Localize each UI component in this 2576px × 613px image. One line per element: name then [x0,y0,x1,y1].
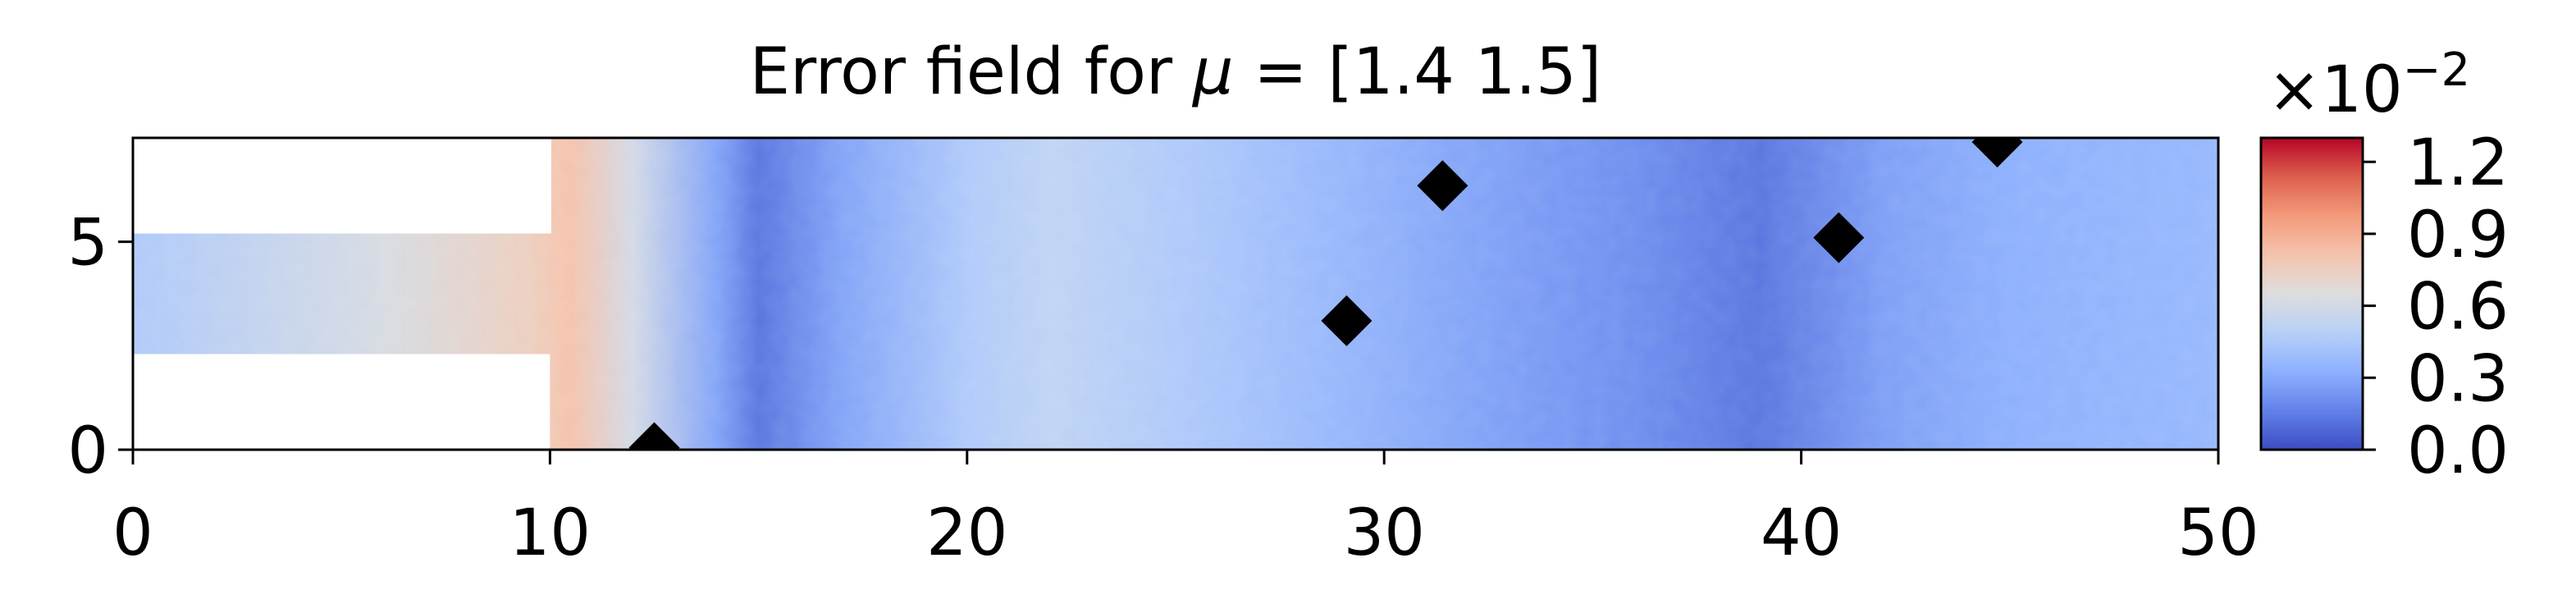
plot-area [133,138,2218,450]
colorbar-frame [2259,136,2364,451]
colorbar-tick-label: 1.2 [2407,126,2509,200]
sensor-markers [628,138,2023,450]
y-tick-label: 0 [67,414,108,488]
x-tick-label: 40 [1761,496,1842,570]
blank-region-top [133,138,550,234]
sensor-marker-3 [1417,160,1468,212]
x-tick-label: 10 [509,496,591,570]
colorbar-tick-label: 0.3 [2407,342,2509,416]
sensor-marker-1 [628,422,680,450]
colorbar-ticks: 0.00.30.60.91.2 [2363,126,2509,488]
sensor-marker-4 [1813,212,1865,263]
x-tick-label: 50 [2177,496,2259,570]
x-tick-label: 30 [1344,496,1425,570]
x-tick-label: 20 [926,496,1007,570]
chart-title: Error field for μ = [1.4 1.5] [750,35,1601,109]
colorbar-tick-label: 0.0 [2407,414,2509,488]
x-tick-label: 0 [112,496,153,570]
sensor-marker-5 [1971,138,2023,168]
y-axis: 05 [67,207,133,488]
plot-frame [131,136,2220,451]
colorbar-scale: ×10−2 [2268,43,2470,127]
colorbar-tick-label: 0.9 [2407,199,2509,272]
y-tick-label: 5 [67,207,108,281]
colorbar-tick-label: 0.6 [2407,271,2509,345]
blank-region-bottom [133,354,550,450]
x-axis: 0 10 20 30 40 50 [112,450,2259,570]
sensor-marker-2 [1321,295,1372,346]
colorbar-fill [2261,138,2363,450]
colorbar: 0.00.30.60.91.2 ×10−2 [2259,43,2509,488]
